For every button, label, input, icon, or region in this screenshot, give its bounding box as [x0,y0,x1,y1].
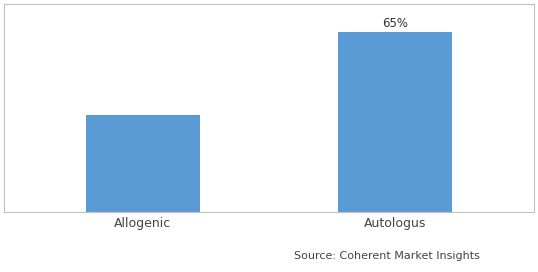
Bar [338,32,452,212]
Bar [86,115,200,212]
Text: Source: Coherent Market Insights: Source: Coherent Market Insights [294,251,480,261]
Text: 65%: 65% [382,17,408,30]
